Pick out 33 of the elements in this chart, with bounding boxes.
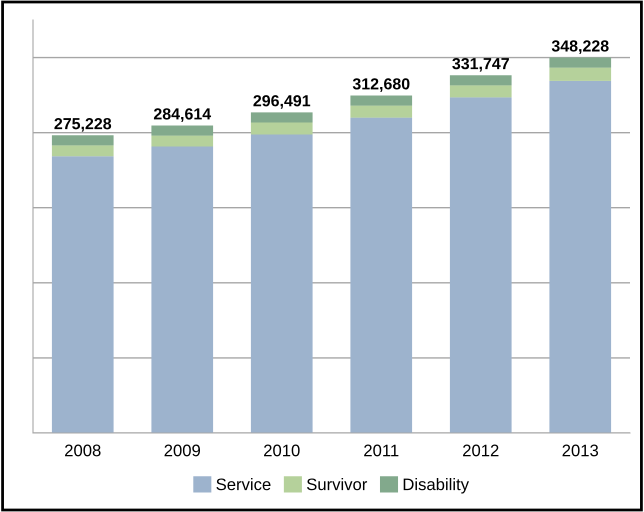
bar — [151, 136, 214, 147]
bar — [52, 145, 114, 156]
legend-label: Survivor — [306, 478, 368, 490]
bar — [151, 146, 214, 433]
bar — [549, 80, 612, 433]
bar — [151, 126, 214, 136]
annotation: 275,228 — [54, 118, 112, 132]
bar — [52, 135, 114, 146]
legend-label: Service — [216, 478, 270, 490]
x-tick-label: 2009 — [164, 444, 200, 456]
bar — [549, 68, 612, 81]
bar — [549, 58, 612, 68]
x-tick-label: 2008 — [65, 444, 101, 456]
bar — [350, 106, 412, 118]
x-tick-label: 2013 — [562, 444, 598, 456]
x-tick-label: 2010 — [264, 444, 300, 456]
bar — [350, 118, 412, 433]
x-tick-label: 2012 — [463, 444, 498, 456]
bar — [450, 85, 512, 98]
x-tick-label: 2011 — [364, 444, 398, 456]
annotation: 284,614 — [154, 108, 212, 122]
bar — [350, 95, 412, 106]
bar — [450, 97, 512, 433]
bar — [250, 134, 313, 433]
legend-label: Disability — [404, 478, 469, 494]
annotation: 348,228 — [552, 40, 609, 54]
bar — [450, 75, 512, 86]
bar — [250, 112, 313, 122]
annotation: 312,680 — [352, 78, 410, 92]
annotation: 296,491 — [253, 95, 310, 109]
annotation: 331,747 — [452, 58, 509, 72]
bar — [52, 156, 114, 433]
bar — [250, 122, 313, 135]
